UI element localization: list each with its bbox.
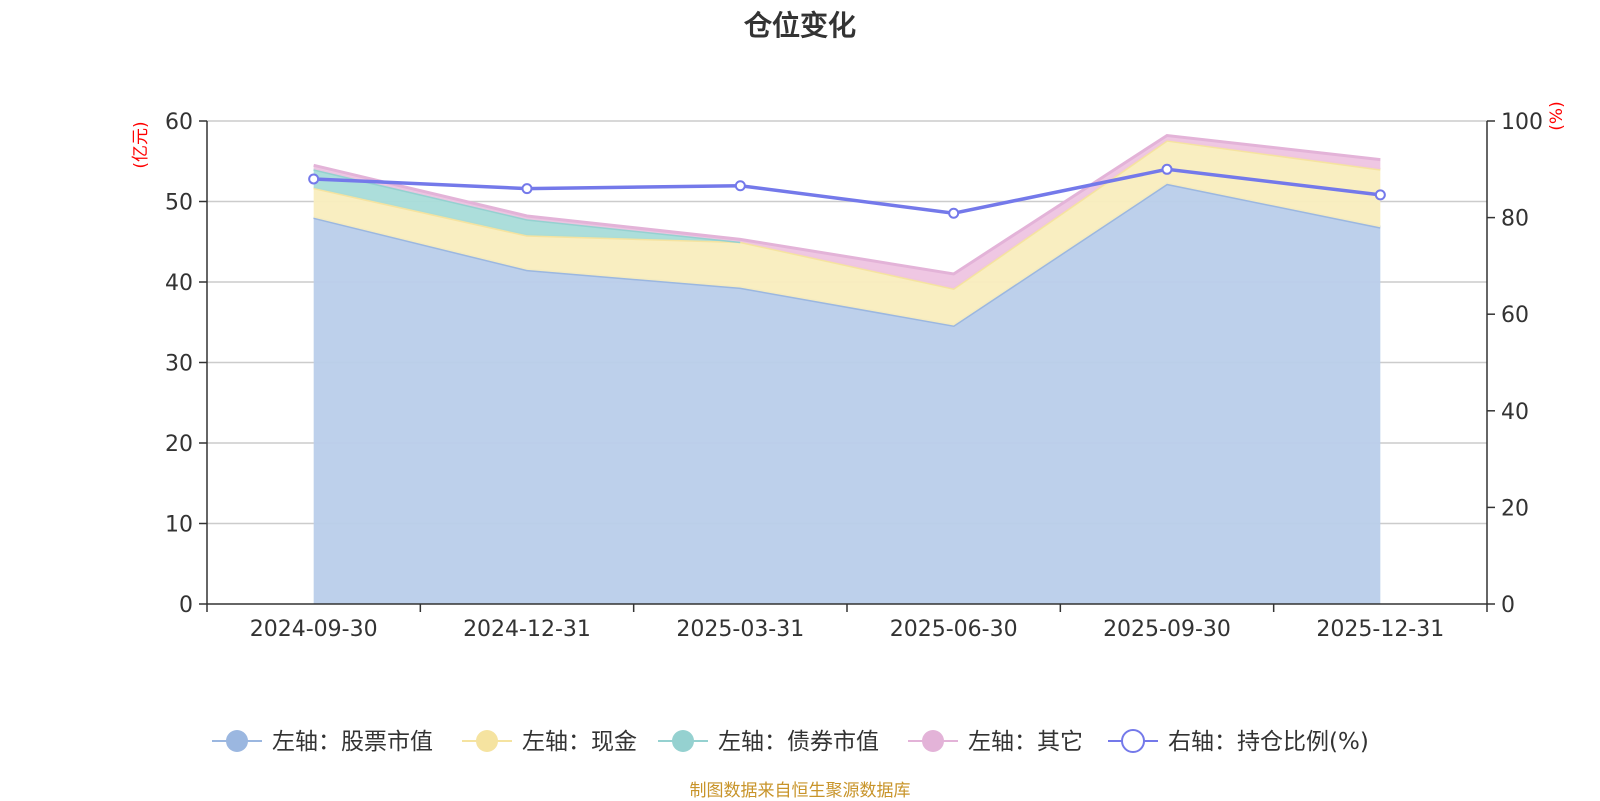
right-tick-label: 40 bbox=[1501, 400, 1529, 425]
x-tick-label: 2025-06-30 bbox=[890, 617, 1018, 642]
area-2 bbox=[313, 169, 741, 242]
ratio-point bbox=[1374, 189, 1386, 201]
left-tick-label: 20 bbox=[165, 432, 193, 457]
x-tick-label: 2025-12-31 bbox=[1316, 617, 1444, 642]
right-tick-label: 100 bbox=[1501, 110, 1543, 135]
axes: 0 10 20 30 40 50 60 0 20 40 60 80 100 2024-09-30 2024-… bbox=[165, 110, 1543, 642]
ratio-point bbox=[308, 173, 320, 185]
legend-label: 左轴：股票市值 bbox=[272, 729, 433, 755]
legend-label: 左轴：现金 bbox=[522, 729, 637, 755]
left-tick-label: 10 bbox=[165, 513, 193, 538]
x-tick-label: 2024-12-31 bbox=[463, 617, 591, 642]
left-tick-label: 40 bbox=[165, 271, 193, 296]
legend-marker bbox=[1121, 729, 1145, 753]
legend: 左轴：股票市值 左轴：现金 左轴：债券市值 左轴：其它 右轴：持仓比例(%) bbox=[212, 729, 1369, 755]
ratio-point bbox=[734, 180, 746, 192]
area-edge-3 bbox=[313, 133, 1381, 276]
chart-title: 仓位变化 bbox=[743, 9, 856, 42]
right-tick-label: 20 bbox=[1501, 496, 1529, 521]
left-tick-label: 50 bbox=[165, 191, 193, 216]
area-0 bbox=[313, 183, 1381, 605]
ratio-point bbox=[1161, 163, 1173, 175]
left-tick-label: 0 bbox=[179, 593, 193, 618]
left-tick-label: 60 bbox=[165, 110, 193, 135]
legend-label: 左轴：债券市值 bbox=[718, 729, 879, 755]
position-ratio-line bbox=[308, 163, 1386, 219]
legend-label: 左轴：其它 bbox=[968, 729, 1083, 755]
source-note: 制图数据来自恒生聚源数据库 bbox=[689, 781, 911, 801]
legend-marker bbox=[226, 730, 248, 752]
area-3 bbox=[313, 135, 1381, 289]
right-axis-unit-label: (%) bbox=[1547, 101, 1567, 130]
legend-marker bbox=[672, 730, 694, 752]
stacked-areas bbox=[313, 133, 1381, 605]
x-tick-label: 2025-09-30 bbox=[1103, 617, 1231, 642]
right-tick-label: 60 bbox=[1501, 303, 1529, 328]
legend-marker bbox=[922, 730, 944, 752]
right-tick-label: 80 bbox=[1501, 207, 1529, 232]
ratio-point bbox=[948, 207, 960, 219]
left-axis-unit-label: (亿元) bbox=[131, 121, 151, 168]
legend-marker bbox=[476, 730, 498, 752]
x-tick-label: 2025-03-31 bbox=[676, 617, 804, 642]
legend-label: 右轴：持仓比例(%) bbox=[1168, 729, 1369, 755]
x-tick-label: 2024-09-30 bbox=[250, 617, 378, 642]
left-tick-label: 30 bbox=[165, 352, 193, 377]
ratio-line-path bbox=[313, 167, 1381, 216]
right-tick-label: 0 bbox=[1501, 593, 1515, 618]
area-1 bbox=[313, 140, 1381, 326]
ratio-point bbox=[521, 183, 533, 195]
